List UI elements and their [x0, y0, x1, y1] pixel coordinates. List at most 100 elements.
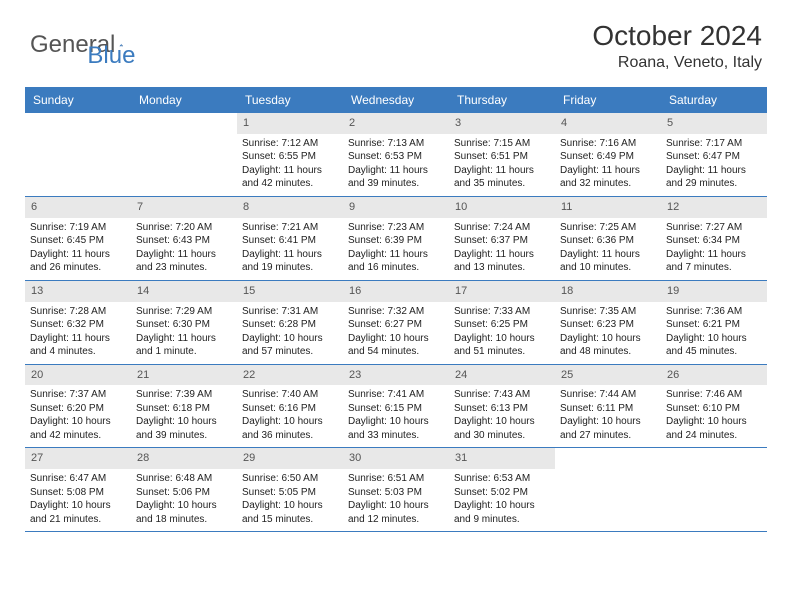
day-body [661, 469, 767, 477]
day-body: Sunrise: 7:31 AMSunset: 6:28 PMDaylight:… [237, 302, 343, 364]
day-info-line: Sunrise: 7:32 AM [348, 305, 444, 319]
day-info-line: Sunset: 6:20 PM [30, 402, 126, 416]
day-info-line: Sunrise: 7:40 AM [242, 388, 338, 402]
day-info-line: Sunset: 6:18 PM [136, 402, 232, 416]
day-cell: 1Sunrise: 7:12 AMSunset: 6:55 PMDaylight… [237, 113, 343, 196]
day-number: 21 [131, 365, 237, 386]
day-info-line: Sunrise: 7:21 AM [242, 221, 338, 235]
day-info-line: Daylight: 10 hours and 48 minutes. [560, 332, 656, 359]
day-info-line: Sunrise: 7:16 AM [560, 137, 656, 151]
day-number: 18 [555, 281, 661, 302]
location-label: Roana, Veneto, Italy [592, 54, 762, 72]
day-number: 22 [237, 365, 343, 386]
day-number: 11 [555, 197, 661, 218]
day-number: 15 [237, 281, 343, 302]
day-info-line: Sunrise: 6:53 AM [454, 472, 550, 486]
week-row: 20Sunrise: 7:37 AMSunset: 6:20 PMDayligh… [25, 365, 767, 449]
day-number: 17 [449, 281, 555, 302]
day-cell: 17Sunrise: 7:33 AMSunset: 6:25 PMDayligh… [449, 281, 555, 364]
day-info-line: Sunset: 5:03 PM [348, 486, 444, 500]
day-info-line: Sunset: 6:41 PM [242, 234, 338, 248]
day-info-line: Daylight: 11 hours and 39 minutes. [348, 164, 444, 191]
day-info-line: Sunrise: 6:51 AM [348, 472, 444, 486]
day-info-line: Sunrise: 7:13 AM [348, 137, 444, 151]
day-info-line: Sunset: 5:06 PM [136, 486, 232, 500]
day-info-line: Sunset: 6:43 PM [136, 234, 232, 248]
day-info-line: Sunrise: 6:48 AM [136, 472, 232, 486]
day-info-line: Daylight: 10 hours and 15 minutes. [242, 499, 338, 526]
day-headers-row: SundayMondayTuesdayWednesdayThursdayFrid… [25, 87, 767, 113]
day-info-line: Daylight: 10 hours and 57 minutes. [242, 332, 338, 359]
day-body: Sunrise: 6:50 AMSunset: 5:05 PMDaylight:… [237, 469, 343, 531]
logo-text-blue: Blue [87, 42, 135, 70]
day-info-line: Daylight: 10 hours and 36 minutes. [242, 415, 338, 442]
day-info-line: Daylight: 11 hours and 10 minutes. [560, 248, 656, 275]
day-info-line: Sunset: 6:49 PM [560, 150, 656, 164]
day-number: 29 [237, 448, 343, 469]
day-cell: 22Sunrise: 7:40 AMSunset: 6:16 PMDayligh… [237, 365, 343, 448]
day-cell: 15Sunrise: 7:31 AMSunset: 6:28 PMDayligh… [237, 281, 343, 364]
day-cell: 10Sunrise: 7:24 AMSunset: 6:37 PMDayligh… [449, 197, 555, 280]
day-info-line: Sunrise: 7:23 AM [348, 221, 444, 235]
calendar: SundayMondayTuesdayWednesdayThursdayFrid… [25, 87, 767, 532]
day-cell: . [131, 113, 237, 196]
day-info-line: Sunset: 6:37 PM [454, 234, 550, 248]
day-info-line: Sunrise: 7:33 AM [454, 305, 550, 319]
day-cell: 16Sunrise: 7:32 AMSunset: 6:27 PMDayligh… [343, 281, 449, 364]
day-info-line: Sunrise: 7:20 AM [136, 221, 232, 235]
day-number: 25 [555, 365, 661, 386]
day-info-line: Daylight: 11 hours and 4 minutes. [30, 332, 126, 359]
day-info-line: Sunrise: 7:41 AM [348, 388, 444, 402]
day-number: 6 [25, 197, 131, 218]
day-header: Tuesday [237, 87, 343, 113]
day-body: Sunrise: 7:13 AMSunset: 6:53 PMDaylight:… [343, 134, 449, 196]
day-info-line: Daylight: 11 hours and 42 minutes. [242, 164, 338, 191]
day-body: Sunrise: 7:17 AMSunset: 6:47 PMDaylight:… [661, 134, 767, 196]
day-body: Sunrise: 7:24 AMSunset: 6:37 PMDaylight:… [449, 218, 555, 280]
day-body: Sunrise: 6:47 AMSunset: 5:08 PMDaylight:… [25, 469, 131, 531]
day-cell: 25Sunrise: 7:44 AMSunset: 6:11 PMDayligh… [555, 365, 661, 448]
day-number: 26 [661, 365, 767, 386]
day-number: 2 [343, 113, 449, 134]
day-info-line: Sunrise: 6:50 AM [242, 472, 338, 486]
day-body: Sunrise: 7:32 AMSunset: 6:27 PMDaylight:… [343, 302, 449, 364]
day-number: 8 [237, 197, 343, 218]
day-cell: 14Sunrise: 7:29 AMSunset: 6:30 PMDayligh… [131, 281, 237, 364]
day-number: 7 [131, 197, 237, 218]
day-body: Sunrise: 7:40 AMSunset: 6:16 PMDaylight:… [237, 385, 343, 447]
day-body: Sunrise: 7:29 AMSunset: 6:30 PMDaylight:… [131, 302, 237, 364]
day-cell: 7Sunrise: 7:20 AMSunset: 6:43 PMDaylight… [131, 197, 237, 280]
day-cell: 6Sunrise: 7:19 AMSunset: 6:45 PMDaylight… [25, 197, 131, 280]
day-body: Sunrise: 7:28 AMSunset: 6:32 PMDaylight:… [25, 302, 131, 364]
day-header: Saturday [661, 87, 767, 113]
day-number: 9 [343, 197, 449, 218]
day-body: Sunrise: 7:35 AMSunset: 6:23 PMDaylight:… [555, 302, 661, 364]
day-body: Sunrise: 7:41 AMSunset: 6:15 PMDaylight:… [343, 385, 449, 447]
day-body: Sunrise: 6:51 AMSunset: 5:03 PMDaylight:… [343, 469, 449, 531]
day-info-line: Sunset: 5:05 PM [242, 486, 338, 500]
day-body: Sunrise: 7:36 AMSunset: 6:21 PMDaylight:… [661, 302, 767, 364]
day-info-line: Daylight: 10 hours and 33 minutes. [348, 415, 444, 442]
day-cell: 31Sunrise: 6:53 AMSunset: 5:02 PMDayligh… [449, 448, 555, 531]
day-cell: 12Sunrise: 7:27 AMSunset: 6:34 PMDayligh… [661, 197, 767, 280]
day-body [131, 134, 237, 142]
day-info-line: Sunrise: 7:39 AM [136, 388, 232, 402]
day-header: Sunday [25, 87, 131, 113]
day-number: 13 [25, 281, 131, 302]
day-cell: . [661, 448, 767, 531]
day-info-line: Sunset: 5:02 PM [454, 486, 550, 500]
day-number: 20 [25, 365, 131, 386]
day-number: 12 [661, 197, 767, 218]
day-info-line: Sunset: 6:53 PM [348, 150, 444, 164]
day-info-line: Sunset: 6:23 PM [560, 318, 656, 332]
day-number: 28 [131, 448, 237, 469]
day-body: Sunrise: 7:23 AMSunset: 6:39 PMDaylight:… [343, 218, 449, 280]
day-cell: 19Sunrise: 7:36 AMSunset: 6:21 PMDayligh… [661, 281, 767, 364]
day-number: 24 [449, 365, 555, 386]
day-info-line: Sunset: 6:10 PM [666, 402, 762, 416]
day-body: Sunrise: 6:48 AMSunset: 5:06 PMDaylight:… [131, 469, 237, 531]
day-cell: 26Sunrise: 7:46 AMSunset: 6:10 PMDayligh… [661, 365, 767, 448]
day-info-line: Daylight: 10 hours and 9 minutes. [454, 499, 550, 526]
title-block: October 2024 Roana, Veneto, Italy [592, 20, 762, 72]
day-cell: . [555, 448, 661, 531]
